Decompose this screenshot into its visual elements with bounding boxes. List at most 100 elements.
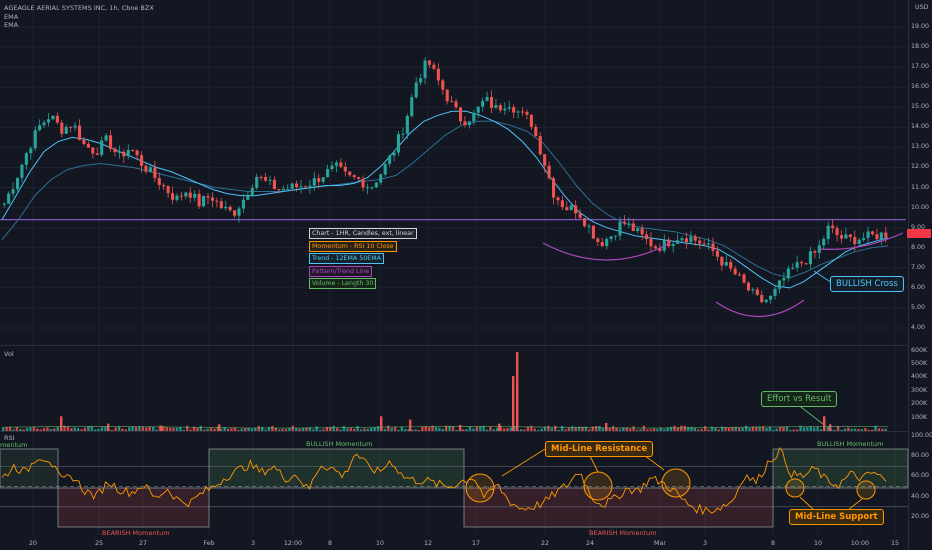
volume-bar [39,429,42,431]
volume-bar [567,427,571,431]
candle-body [108,135,113,149]
volume-bar [284,429,288,431]
volume-bar [833,429,836,431]
candle-body [782,278,786,281]
volume-bar [335,428,339,431]
candle-body [197,193,201,207]
volume-bar [36,428,39,431]
candle-body [343,166,347,172]
volume-bar [554,425,557,431]
volume-bar [724,427,727,431]
candle-body [126,149,130,157]
candle-body [179,195,183,197]
volume-bar [94,429,97,431]
candle-body [361,178,365,188]
volume-tick: 500K [911,360,928,368]
volume-bar [451,426,455,431]
volume-bar [342,426,346,431]
rsi-annotation-marks [465,448,876,511]
resistance-circle-3 [661,468,691,498]
volume-bar [121,428,124,431]
volume-bar [281,428,284,431]
volume-bar [697,429,700,431]
volume-bar [775,428,778,431]
price-tick: 6.00 [911,283,926,291]
effort-pointer [796,403,824,425]
rsi-line [1,447,887,516]
volume-bar [537,429,540,431]
candle-body [317,178,321,182]
volume-bar [233,427,237,431]
candle-body [295,183,299,187]
ema-label-2: EMA [4,21,19,29]
candle-body [423,60,427,79]
candle-body [272,179,276,190]
candle-body [184,192,188,197]
volume-bar [632,426,635,431]
candle-body [467,121,471,126]
volume-bar [884,428,887,431]
candle-body [547,165,551,179]
grid-lines [0,0,908,535]
volume-bar [564,429,567,431]
candle-body [113,148,117,153]
bullish-zone-label-1: BULLISH Momentum [306,440,373,448]
candle-body [653,246,657,249]
volume-bar [243,428,247,431]
volume-bar [540,428,543,431]
rsi-momentum-zones [0,448,909,528]
candle-body [800,262,804,264]
volume-bar [816,426,819,431]
volume-bar [581,426,584,431]
candle-body [808,251,813,265]
candle-body [237,208,241,216]
volume-tick: 400K [911,373,928,381]
volume-pane-label: Vol [4,350,14,358]
candle-body [166,186,170,194]
volume-bar [622,427,625,431]
rsi-tick: 60.00 [911,472,930,480]
time-tick: 15 [890,540,900,547]
volume-bar [431,425,434,431]
volume-bar [526,426,530,431]
volume-bar [318,429,322,431]
candle-body [534,126,538,137]
volume-bar [721,426,724,431]
volume-tick: 100K [911,413,928,421]
volume-bar [877,428,881,431]
candle-body [215,200,219,202]
volume-bar [390,427,393,431]
volume-bar [751,426,755,431]
volume-bar [809,425,813,431]
resistance-circle-2 [583,471,613,501]
candle-body [755,289,759,295]
volume-bar [332,425,335,431]
volume-bar [134,426,138,431]
volume-bar [601,428,605,431]
volume-bar [710,426,714,431]
support-pointer-2 [847,498,863,511]
volume-ma-line [1,426,889,429]
volume-spike [107,423,110,431]
candle-body [702,243,706,245]
volume-bar [748,427,751,431]
candle-body [609,236,613,239]
bearish-zone-label-2: BEARISH Momentum [589,529,657,537]
volume-bar [196,427,199,431]
volume-bar [199,425,203,431]
candle-body [795,262,799,268]
price-tick: 16.00 [911,83,930,91]
candle-body [82,139,86,144]
volume-bar [417,429,421,431]
volume-bar [761,426,765,431]
volume-bar [363,428,366,431]
volume-bar [881,428,884,431]
volume-bar [584,426,588,431]
legend-pattern: Pattern/Trend Line [309,265,373,277]
candle-body [233,210,237,216]
volume-bar [192,426,196,431]
candle-body [671,243,675,247]
volume-bar [509,427,513,431]
volume-bar [2,427,5,431]
volume-bar [785,426,789,431]
